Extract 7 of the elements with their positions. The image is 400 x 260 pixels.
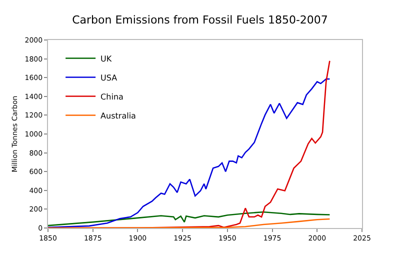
legend-label: UK	[100, 54, 112, 64]
legend-label: USA	[100, 73, 118, 82]
chart-title: Carbon Emissions from Fossil Fuels 1850-2007	[72, 13, 328, 26]
legend-label: Australia	[100, 111, 136, 120]
line-series	[48, 211, 330, 226]
legend-label: China	[100, 92, 124, 102]
line-series	[48, 218, 330, 228]
